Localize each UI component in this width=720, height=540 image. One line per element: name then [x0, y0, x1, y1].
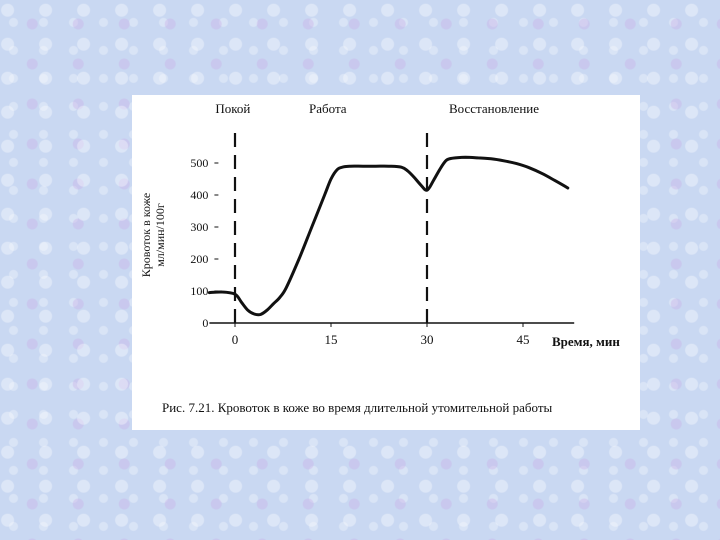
x-axis-title: Время, мин: [552, 334, 620, 349]
y-tick-label: 500: [190, 156, 208, 170]
figure-caption: Рис. 7.21. Кровоток в коже во время длит…: [162, 400, 553, 415]
x-tick-label: 30: [421, 332, 434, 347]
phase-label: Работа: [309, 101, 347, 116]
blood-flow-chart: Покой Работа Восстановление 01002003004005…: [139, 101, 620, 415]
x-tick-label: 15: [325, 332, 338, 347]
chart-axes: [209, 322, 575, 324]
y-tick-label: 300: [190, 220, 208, 234]
figure-card: Покой Работа Восстановление 0 100 200 300 400 5…: [132, 95, 640, 430]
x-tick-label: 45: [517, 332, 530, 347]
series-line-blood-flow: [207, 155, 570, 317]
y-tick-label: 100: [190, 284, 208, 298]
y-tick-label: 0: [202, 316, 208, 330]
y-tick-label: 400: [190, 188, 208, 202]
x-tick-label: 0: [232, 332, 239, 347]
y-axis-title: Кровоток в кожемл/мин/100г: [139, 193, 167, 277]
phase-label: Покой: [215, 101, 250, 116]
y-tick-label: 200: [190, 252, 208, 266]
phase-label: Восстановление: [449, 101, 539, 116]
